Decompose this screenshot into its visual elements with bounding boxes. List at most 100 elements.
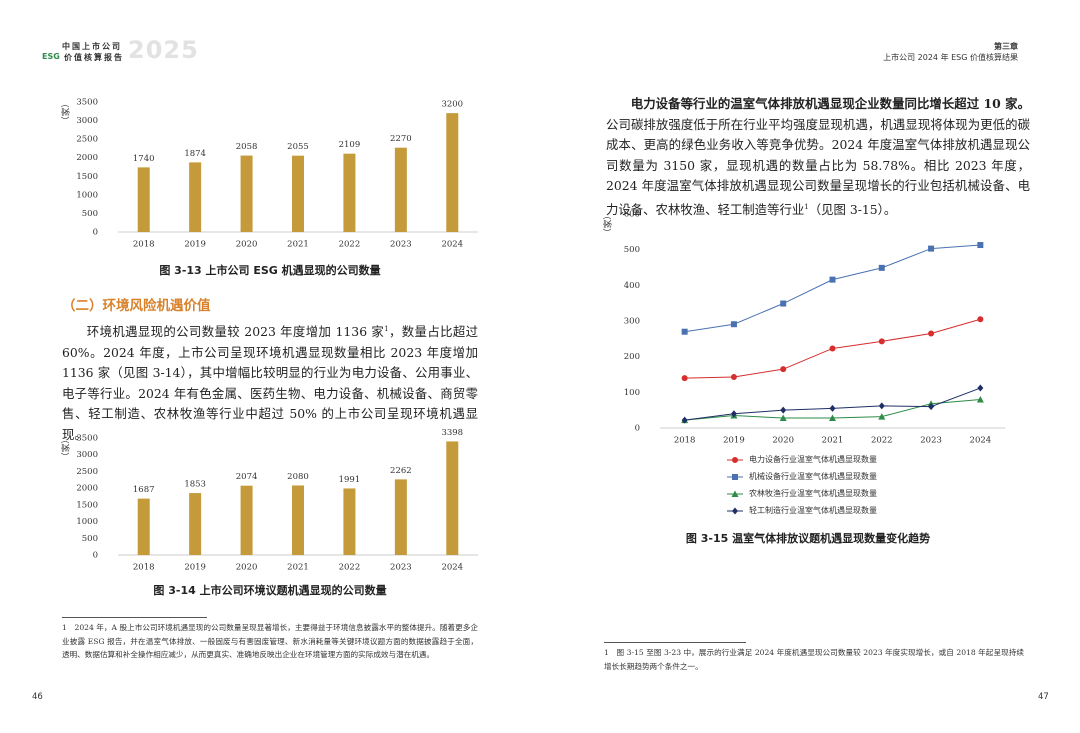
y-tick-label: 0 [93,228,98,238]
bar [240,155,253,232]
marker [779,414,787,422]
x-tick-label: 2021 [287,240,309,250]
header-subtitle: 价值核算报告 [64,53,124,62]
text: 环境机遇显现的公司数量较 2023 年度增加 1136 家 [86,324,385,340]
marker [976,395,984,403]
marker [878,402,885,410]
y-tick-label: 1000 [76,190,98,200]
marker [829,404,836,412]
footnote-ref: 1 [384,325,389,333]
legend-label: 农林牧渔行业温室气体机遇显现数量 [749,488,877,498]
chart-caption: 图 3-14 上市公司环境议题机遇显现的公司数量 [153,583,386,597]
legend-marker [732,457,738,463]
y-tick-label: 2000 [76,153,98,163]
y-tick-label: 1500 [76,500,98,510]
marker [780,366,787,373]
bar [189,162,202,232]
text: （见图 3-15）。 [808,201,897,217]
data-label: 2058 [236,142,258,152]
data-label: 3398 [441,428,463,438]
bar [137,167,150,232]
data-label: 3200 [441,100,463,110]
x-tick-label: 2018 [674,436,696,446]
y-axis-label: （家） [61,435,72,461]
y-tick-label: 1500 [76,172,98,182]
text: 公司碳排放强度低于所在行业平均强度显现机遇，机遇显现将体现为更低的碳成本、更高的… [606,116,1030,217]
footnote: 1 2024 年，A 股上市公司环境机遇显现的公司数量呈现显著增长，主要得益于环… [62,623,478,659]
y-tick-label: 100 [624,388,640,398]
marker [928,403,935,411]
marker [681,375,688,382]
data-label: 1740 [133,154,155,164]
legend-marker [732,474,738,480]
data-label: 1991 [339,475,361,485]
y-tick-label: 300 [624,317,640,327]
y-tick-label: 3500 [76,434,98,444]
legend-label: 电力设备行业温室气体机遇显现数量 [749,454,877,464]
x-tick-label: 2024 [441,240,463,250]
marker [829,276,836,283]
x-tick-label: 2023 [920,436,942,446]
x-tick-label: 2021 [287,563,309,573]
marker [681,328,688,335]
legend-label: 机械设备行业温室气体机遇显现数量 [749,471,877,481]
data-label: 2270 [390,134,412,144]
chart-caption: 图 3-13 上市公司 ESG 机遇显现的公司数量 [159,263,380,277]
bold-text: 电力设备等行业的温室气体排放机遇显现企业数量同比增长超过 10 家。 [630,96,1030,111]
x-tick-label: 2022 [871,436,893,446]
x-tick-label: 2024 [441,563,463,573]
x-tick-label: 2019 [184,563,206,573]
data-label: 2074 [236,472,258,482]
marker [878,413,886,420]
line [684,244,981,333]
footnote-ref: 1 [804,202,809,211]
marker [928,245,935,252]
legend-marker [732,507,738,515]
y-tick-label: 2500 [76,467,98,477]
marker [928,330,935,337]
x-tick-label: 2020 [236,240,258,250]
bar [394,479,407,555]
y-tick-label: 500 [82,209,98,219]
x-tick-label: 2024 [970,436,992,446]
bar [292,485,304,555]
marker [977,242,984,249]
bar [292,155,304,232]
paragraph: 电力设备等行业的温室气体排放机遇显现企业数量同比增长超过 10 家。公司碳排放强… [606,94,1030,220]
y-tick-label: 2500 [76,135,98,145]
y-tick-label: 400 [624,281,640,291]
chapter: 第三章 [994,42,1018,51]
marker [780,300,787,307]
marker [730,373,737,380]
y-tick-label: 3000 [76,450,98,460]
bar [240,485,253,555]
y-tick-label: 3500 [76,98,98,108]
x-tick-label: 2020 [772,436,794,446]
marker [681,416,688,424]
y-axis-label: （家） [603,211,614,237]
data-label: 1874 [184,149,206,159]
marker [730,321,737,328]
x-tick-label: 2018 [133,240,155,250]
legend-marker [731,490,739,497]
x-tick-label: 2019 [184,240,206,250]
marker [829,345,836,352]
y-tick-label: 500 [624,245,640,255]
marker [977,384,984,392]
data-label: 1853 [184,480,206,490]
y-tick-label: 3000 [76,116,98,126]
y-tick-label: 0 [635,424,640,434]
marker [780,406,787,414]
y-tick-label: 600 [624,210,640,220]
y-tick-label: 2000 [76,484,98,494]
x-tick-label: 2020 [236,563,258,573]
bar [343,153,356,232]
header-title: 中国上市公司 [62,42,122,51]
y-tick-label: 0 [93,551,98,561]
header-year: 2025 [128,36,199,64]
x-tick-label: 2023 [390,240,412,250]
x-tick-label: 2023 [390,563,412,573]
marker [878,264,885,271]
bar [343,488,356,555]
